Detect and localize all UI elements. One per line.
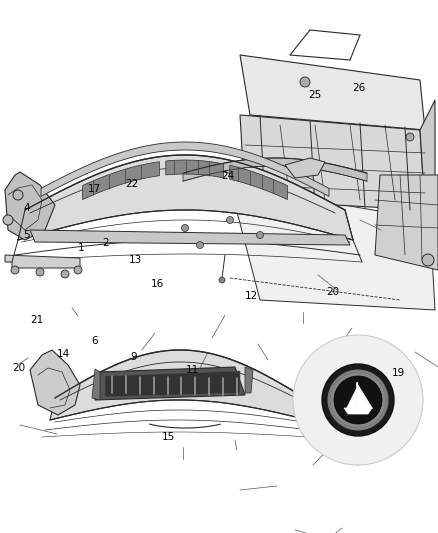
Polygon shape [95,367,245,400]
Text: 9: 9 [130,352,137,362]
Circle shape [328,370,388,430]
Circle shape [334,376,382,424]
Circle shape [11,266,19,274]
Circle shape [322,364,394,436]
Polygon shape [41,142,329,196]
Polygon shape [230,165,287,199]
Text: 17: 17 [88,184,101,194]
Circle shape [351,351,359,359]
Polygon shape [183,158,367,181]
Polygon shape [346,388,356,408]
Circle shape [226,216,233,223]
Polygon shape [375,175,438,270]
Polygon shape [30,230,350,245]
Polygon shape [83,161,159,199]
Text: 19: 19 [392,368,405,378]
Circle shape [219,277,225,283]
Polygon shape [105,371,240,397]
Polygon shape [230,185,435,310]
Polygon shape [50,350,308,420]
Circle shape [3,215,13,225]
Text: 16: 16 [151,279,164,288]
Text: 4: 4 [23,203,30,213]
Circle shape [197,241,204,248]
Polygon shape [285,158,325,178]
Text: 22: 22 [125,179,138,189]
Text: 2: 2 [102,238,109,247]
Polygon shape [245,367,253,393]
Circle shape [406,133,414,141]
Text: 24: 24 [221,171,234,181]
Circle shape [257,231,264,238]
Text: 20: 20 [12,363,25,373]
Circle shape [36,268,44,276]
Text: 20: 20 [326,287,339,297]
Text: 15: 15 [162,432,175,442]
Text: 25: 25 [309,90,322,100]
Circle shape [300,77,310,87]
Polygon shape [356,382,372,408]
Text: 14: 14 [57,350,70,359]
Polygon shape [344,408,372,414]
Polygon shape [30,350,80,415]
Text: 12: 12 [245,291,258,301]
Circle shape [13,190,23,200]
Text: 5: 5 [23,230,30,239]
Text: 13: 13 [129,255,142,265]
Text: 11: 11 [186,366,199,375]
Polygon shape [18,155,353,240]
Polygon shape [166,160,223,178]
Circle shape [293,335,423,465]
Polygon shape [5,255,80,268]
Polygon shape [240,55,425,130]
Circle shape [74,266,82,274]
Circle shape [61,270,69,278]
Circle shape [422,254,434,266]
Polygon shape [5,172,55,240]
Polygon shape [240,115,425,210]
Polygon shape [92,369,100,400]
Text: 21: 21 [31,315,44,325]
Polygon shape [420,100,435,210]
Text: 6: 6 [91,336,98,346]
Text: 26: 26 [353,83,366,93]
Text: 1: 1 [78,243,85,253]
Circle shape [181,224,188,231]
